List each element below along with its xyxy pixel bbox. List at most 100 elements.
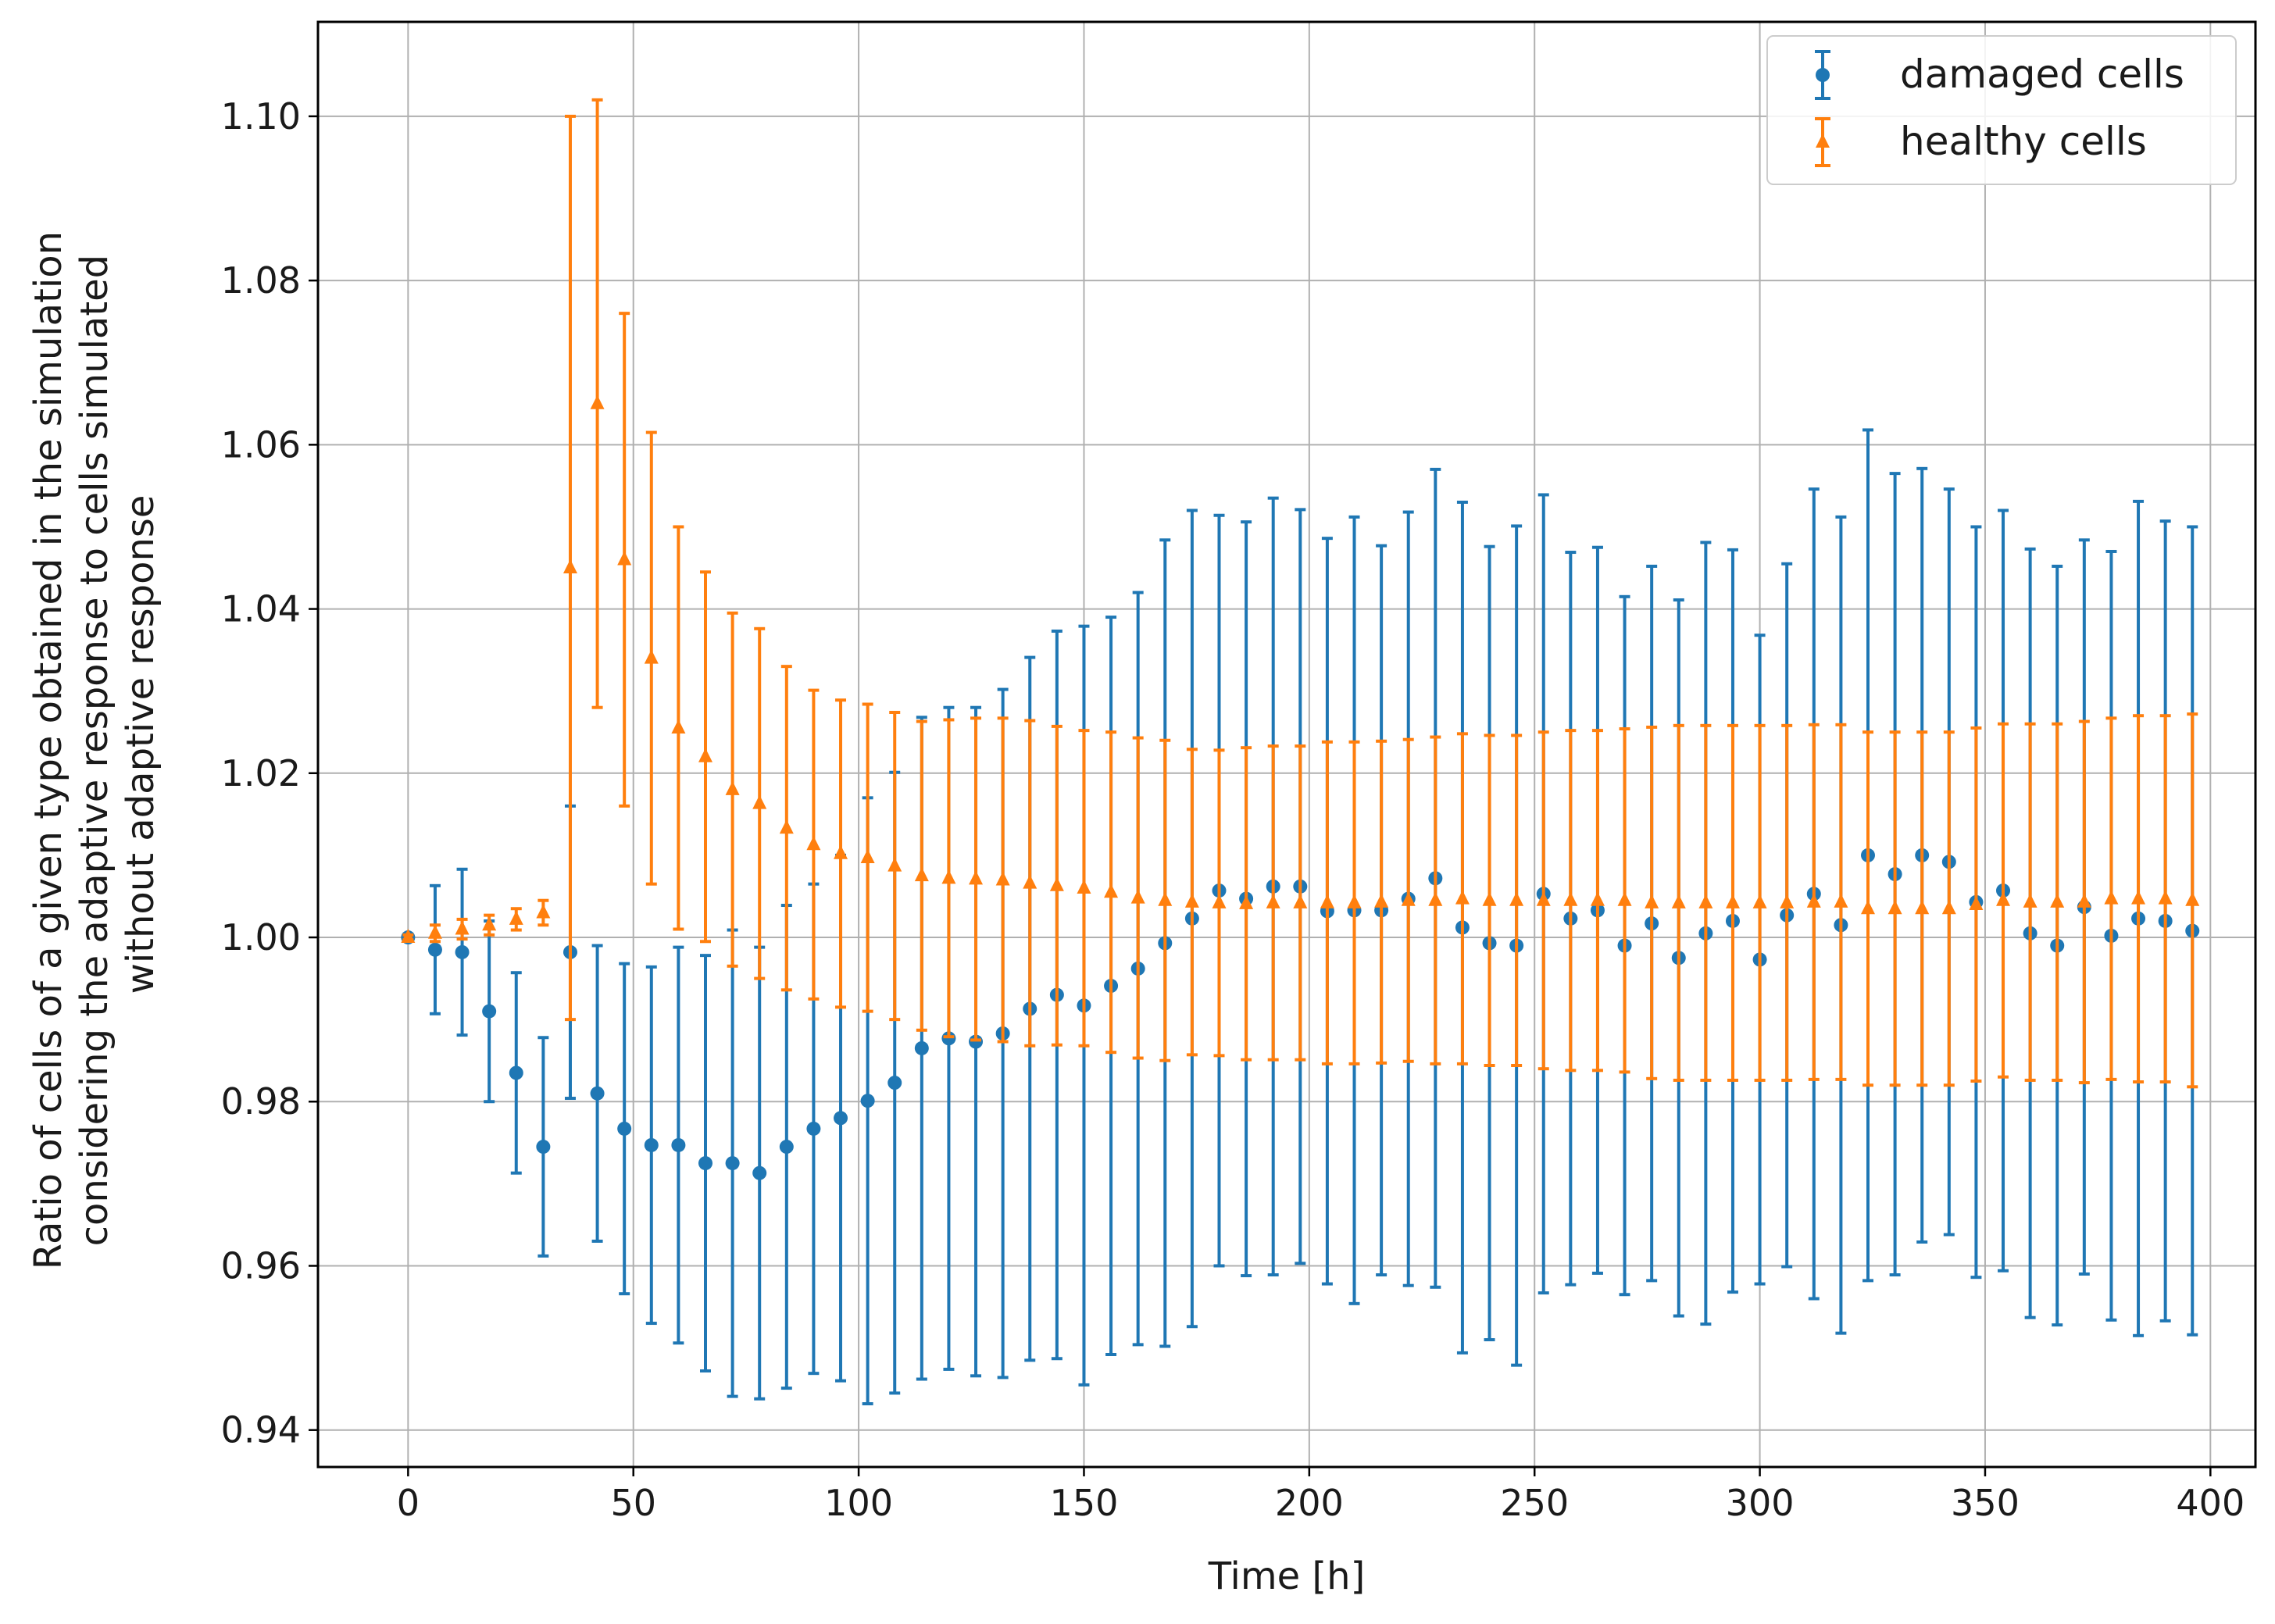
data-point	[779, 1140, 794, 1155]
data-point	[1698, 894, 1713, 908]
legend: damaged cells healthy cells	[1766, 35, 2237, 185]
x-tick-label: 50	[610, 1482, 656, 1524]
data-point	[1752, 894, 1767, 908]
y-tick-label: 1.10	[221, 95, 301, 137]
data-point	[1834, 893, 1848, 908]
data-point	[995, 871, 1010, 886]
data-point	[1212, 894, 1227, 908]
data-point	[455, 944, 470, 959]
data-point	[1266, 894, 1280, 908]
x-tick-label: 300	[1726, 1482, 1795, 1524]
data-point	[590, 394, 605, 409]
x-tick-label: 250	[1500, 1482, 1569, 1524]
data-point	[2158, 890, 2173, 905]
y-tick-label: 1.00	[221, 916, 301, 958]
data-point	[779, 819, 794, 834]
legend-box	[1766, 35, 2237, 185]
y-axis-label-line-1: Ratio of cells of a given type obtained …	[27, 231, 70, 1269]
data-point	[427, 942, 442, 957]
data-point	[860, 1094, 875, 1108]
data-point	[1617, 891, 1632, 906]
data-point	[1806, 893, 1821, 908]
series-healthy-cells	[401, 98, 2200, 1089]
data-point	[698, 1156, 712, 1171]
data-point	[1482, 891, 1497, 906]
data-series	[401, 98, 2200, 1406]
data-point	[1590, 891, 1605, 906]
data-point	[1536, 891, 1551, 906]
data-point	[1239, 894, 1254, 909]
data-point	[2131, 890, 2146, 905]
data-point	[1645, 894, 1659, 908]
y-tick-label: 1.08	[221, 259, 301, 302]
data-point	[860, 849, 875, 864]
data-point	[752, 1165, 767, 1180]
y-tick-label: 0.96	[221, 1244, 301, 1287]
legend-label-damaged: damaged cells	[1900, 52, 2184, 97]
data-point	[536, 904, 551, 919]
data-point	[698, 748, 712, 762]
data-point	[1969, 895, 1984, 910]
data-point	[644, 649, 659, 664]
data-point	[671, 1137, 686, 1152]
data-point	[969, 870, 984, 885]
y-axis-label: Ratio of cells of a given type obtained …	[27, 220, 162, 1270]
data-point	[888, 857, 902, 872]
data-point	[536, 1140, 551, 1155]
data-point	[2050, 893, 2065, 908]
legend-point	[1816, 68, 1830, 82]
x-tick-label: 400	[2176, 1482, 2245, 1524]
data-point	[1374, 893, 1389, 908]
x-axis-label: Time [h]	[1208, 1554, 1366, 1598]
data-point	[401, 929, 416, 944]
data-point	[509, 910, 523, 925]
x-tick-label: 150	[1050, 1482, 1119, 1524]
data-point	[941, 1031, 956, 1046]
data-point	[888, 1076, 902, 1090]
data-point	[725, 780, 740, 795]
data-point	[1347, 894, 1362, 908]
data-point	[644, 1137, 659, 1152]
data-point	[1861, 900, 1875, 915]
x-tick-label: 350	[1951, 1482, 2020, 1524]
data-point	[834, 1111, 848, 1126]
plot-frame	[316, 20, 2257, 1469]
data-point	[590, 1086, 605, 1101]
data-point	[1104, 883, 1119, 898]
y-axis-ticks: 0.94 0.96 0.98 1.00 1.02 1.04 1.06 1.08 1.10	[221, 95, 318, 1451]
data-point	[969, 1034, 984, 1049]
data-point	[1780, 894, 1795, 908]
y-tick-label: 1.06	[221, 423, 301, 466]
x-tick-label: 200	[1275, 1482, 1344, 1524]
data-point	[1671, 894, 1686, 908]
data-point	[1941, 900, 1956, 915]
data-point	[914, 867, 929, 882]
legend-marker-healthy	[1815, 117, 1830, 167]
data-point	[455, 920, 470, 935]
data-point	[1320, 894, 1334, 908]
data-point	[2104, 890, 2119, 905]
y-tick-label: 0.94	[221, 1409, 301, 1451]
data-point	[806, 1121, 821, 1136]
data-point	[482, 916, 497, 931]
data-point	[1996, 891, 2011, 906]
y-axis-label-line-3: without adaptive response	[119, 495, 162, 994]
data-point	[427, 924, 442, 939]
data-point	[1428, 891, 1443, 906]
data-point	[725, 1156, 740, 1171]
data-point	[1725, 894, 1740, 908]
data-point	[2023, 893, 2038, 908]
data-point	[617, 551, 632, 566]
data-point	[1184, 893, 1199, 908]
legend-label-healthy: healthy cells	[1900, 119, 2147, 164]
data-point	[509, 1065, 523, 1080]
data-point	[1563, 891, 1578, 906]
data-point	[671, 719, 686, 733]
data-point	[834, 844, 848, 859]
data-point	[1455, 890, 1470, 905]
data-point	[806, 836, 821, 851]
data-point	[1077, 879, 1091, 894]
data-point	[1915, 900, 1930, 915]
x-tick-label: 100	[824, 1482, 893, 1524]
